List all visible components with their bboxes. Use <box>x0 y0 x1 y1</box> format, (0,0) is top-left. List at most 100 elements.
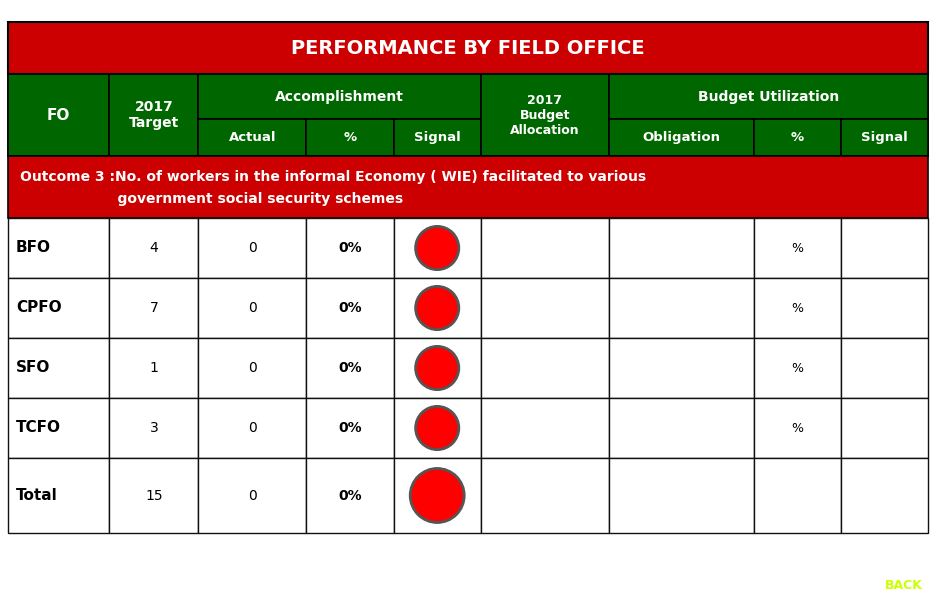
Text: Total: Total <box>16 488 58 503</box>
Bar <box>110 74 198 156</box>
Text: CPFO: CPFO <box>16 300 62 316</box>
Text: 1: 1 <box>150 361 158 375</box>
Text: %: % <box>791 242 803 255</box>
Bar <box>8 156 928 218</box>
Circle shape <box>416 286 459 330</box>
Bar <box>306 398 394 458</box>
Text: %: % <box>791 302 803 315</box>
Bar <box>608 119 753 156</box>
Text: Signal: Signal <box>861 131 908 144</box>
Circle shape <box>416 226 459 270</box>
Text: %: % <box>344 131 357 144</box>
Text: PERFORMANCE BY FIELD OFFICE: PERFORMANCE BY FIELD OFFICE <box>291 39 645 58</box>
Circle shape <box>416 406 459 450</box>
Text: 0%: 0% <box>338 301 362 315</box>
Text: %: % <box>791 131 804 144</box>
Bar <box>8 398 110 458</box>
Bar <box>481 218 608 278</box>
Bar <box>8 218 110 278</box>
Text: 0: 0 <box>248 421 256 435</box>
Bar <box>8 278 110 338</box>
Circle shape <box>410 469 464 523</box>
Bar <box>394 338 481 398</box>
Bar <box>841 338 928 398</box>
Bar <box>306 278 394 338</box>
Text: BFO: BFO <box>16 241 51 255</box>
Text: 15: 15 <box>145 488 163 502</box>
Bar <box>481 458 608 533</box>
Bar <box>753 398 841 458</box>
Text: 7: 7 <box>150 301 158 315</box>
Text: 2017
Target: 2017 Target <box>129 100 179 130</box>
Text: FO: FO <box>47 108 70 122</box>
Text: 0%: 0% <box>338 241 362 255</box>
Bar <box>306 119 394 156</box>
Bar <box>753 278 841 338</box>
Bar <box>481 74 608 156</box>
Bar <box>753 458 841 533</box>
Bar <box>481 398 608 458</box>
Bar <box>8 338 110 398</box>
Bar <box>306 338 394 398</box>
Text: 3: 3 <box>150 421 158 435</box>
Bar <box>306 458 394 533</box>
Bar <box>394 458 481 533</box>
Bar <box>198 218 306 278</box>
Bar <box>841 278 928 338</box>
Bar <box>198 278 306 338</box>
Bar <box>394 218 481 278</box>
Bar <box>841 218 928 278</box>
Text: Actual: Actual <box>228 131 276 144</box>
Bar <box>110 278 198 338</box>
Text: Accomplishment: Accomplishment <box>275 89 404 103</box>
Text: 4: 4 <box>150 241 158 255</box>
Bar <box>608 398 753 458</box>
Bar <box>110 338 198 398</box>
Text: Budget Utilization: Budget Utilization <box>697 89 839 103</box>
Bar <box>841 398 928 458</box>
Bar <box>110 218 198 278</box>
Bar <box>8 74 928 156</box>
Bar <box>481 338 608 398</box>
Text: Signal: Signal <box>414 131 461 144</box>
Text: 0%: 0% <box>338 488 362 502</box>
Text: BACK: BACK <box>885 579 923 592</box>
Bar <box>110 458 198 533</box>
Text: 0%: 0% <box>338 361 362 375</box>
Bar <box>394 119 481 156</box>
Bar <box>608 218 753 278</box>
Bar <box>198 338 306 398</box>
Bar <box>394 398 481 458</box>
Bar <box>198 119 306 156</box>
Bar <box>608 278 753 338</box>
Text: Outcome 3 :No. of workers in the informal Economy ( WIE) facilitated to various: Outcome 3 :No. of workers in the informa… <box>20 170 646 184</box>
Text: %: % <box>791 422 803 435</box>
Text: government social security schemes: government social security schemes <box>20 192 403 206</box>
Bar <box>841 458 928 533</box>
Bar <box>198 458 306 533</box>
Bar <box>481 278 608 338</box>
Bar <box>394 278 481 338</box>
Text: Obligation: Obligation <box>642 131 720 144</box>
Text: 0: 0 <box>248 488 256 502</box>
Bar <box>608 458 753 533</box>
Text: %: % <box>791 362 803 375</box>
Text: 0: 0 <box>248 241 256 255</box>
Text: 2017
Budget
Allocation: 2017 Budget Allocation <box>510 94 579 136</box>
Text: 0%: 0% <box>338 421 362 435</box>
Bar <box>608 338 753 398</box>
Bar <box>753 338 841 398</box>
Text: SFO: SFO <box>16 360 51 376</box>
Text: 0: 0 <box>248 301 256 315</box>
Bar <box>753 119 841 156</box>
Bar <box>608 74 928 119</box>
Bar <box>198 74 481 119</box>
Bar <box>753 218 841 278</box>
Bar <box>8 458 110 533</box>
Bar <box>110 398 198 458</box>
Circle shape <box>416 346 459 390</box>
Bar <box>841 119 928 156</box>
Text: TCFO: TCFO <box>16 420 61 436</box>
Bar <box>8 22 928 74</box>
Bar <box>306 218 394 278</box>
